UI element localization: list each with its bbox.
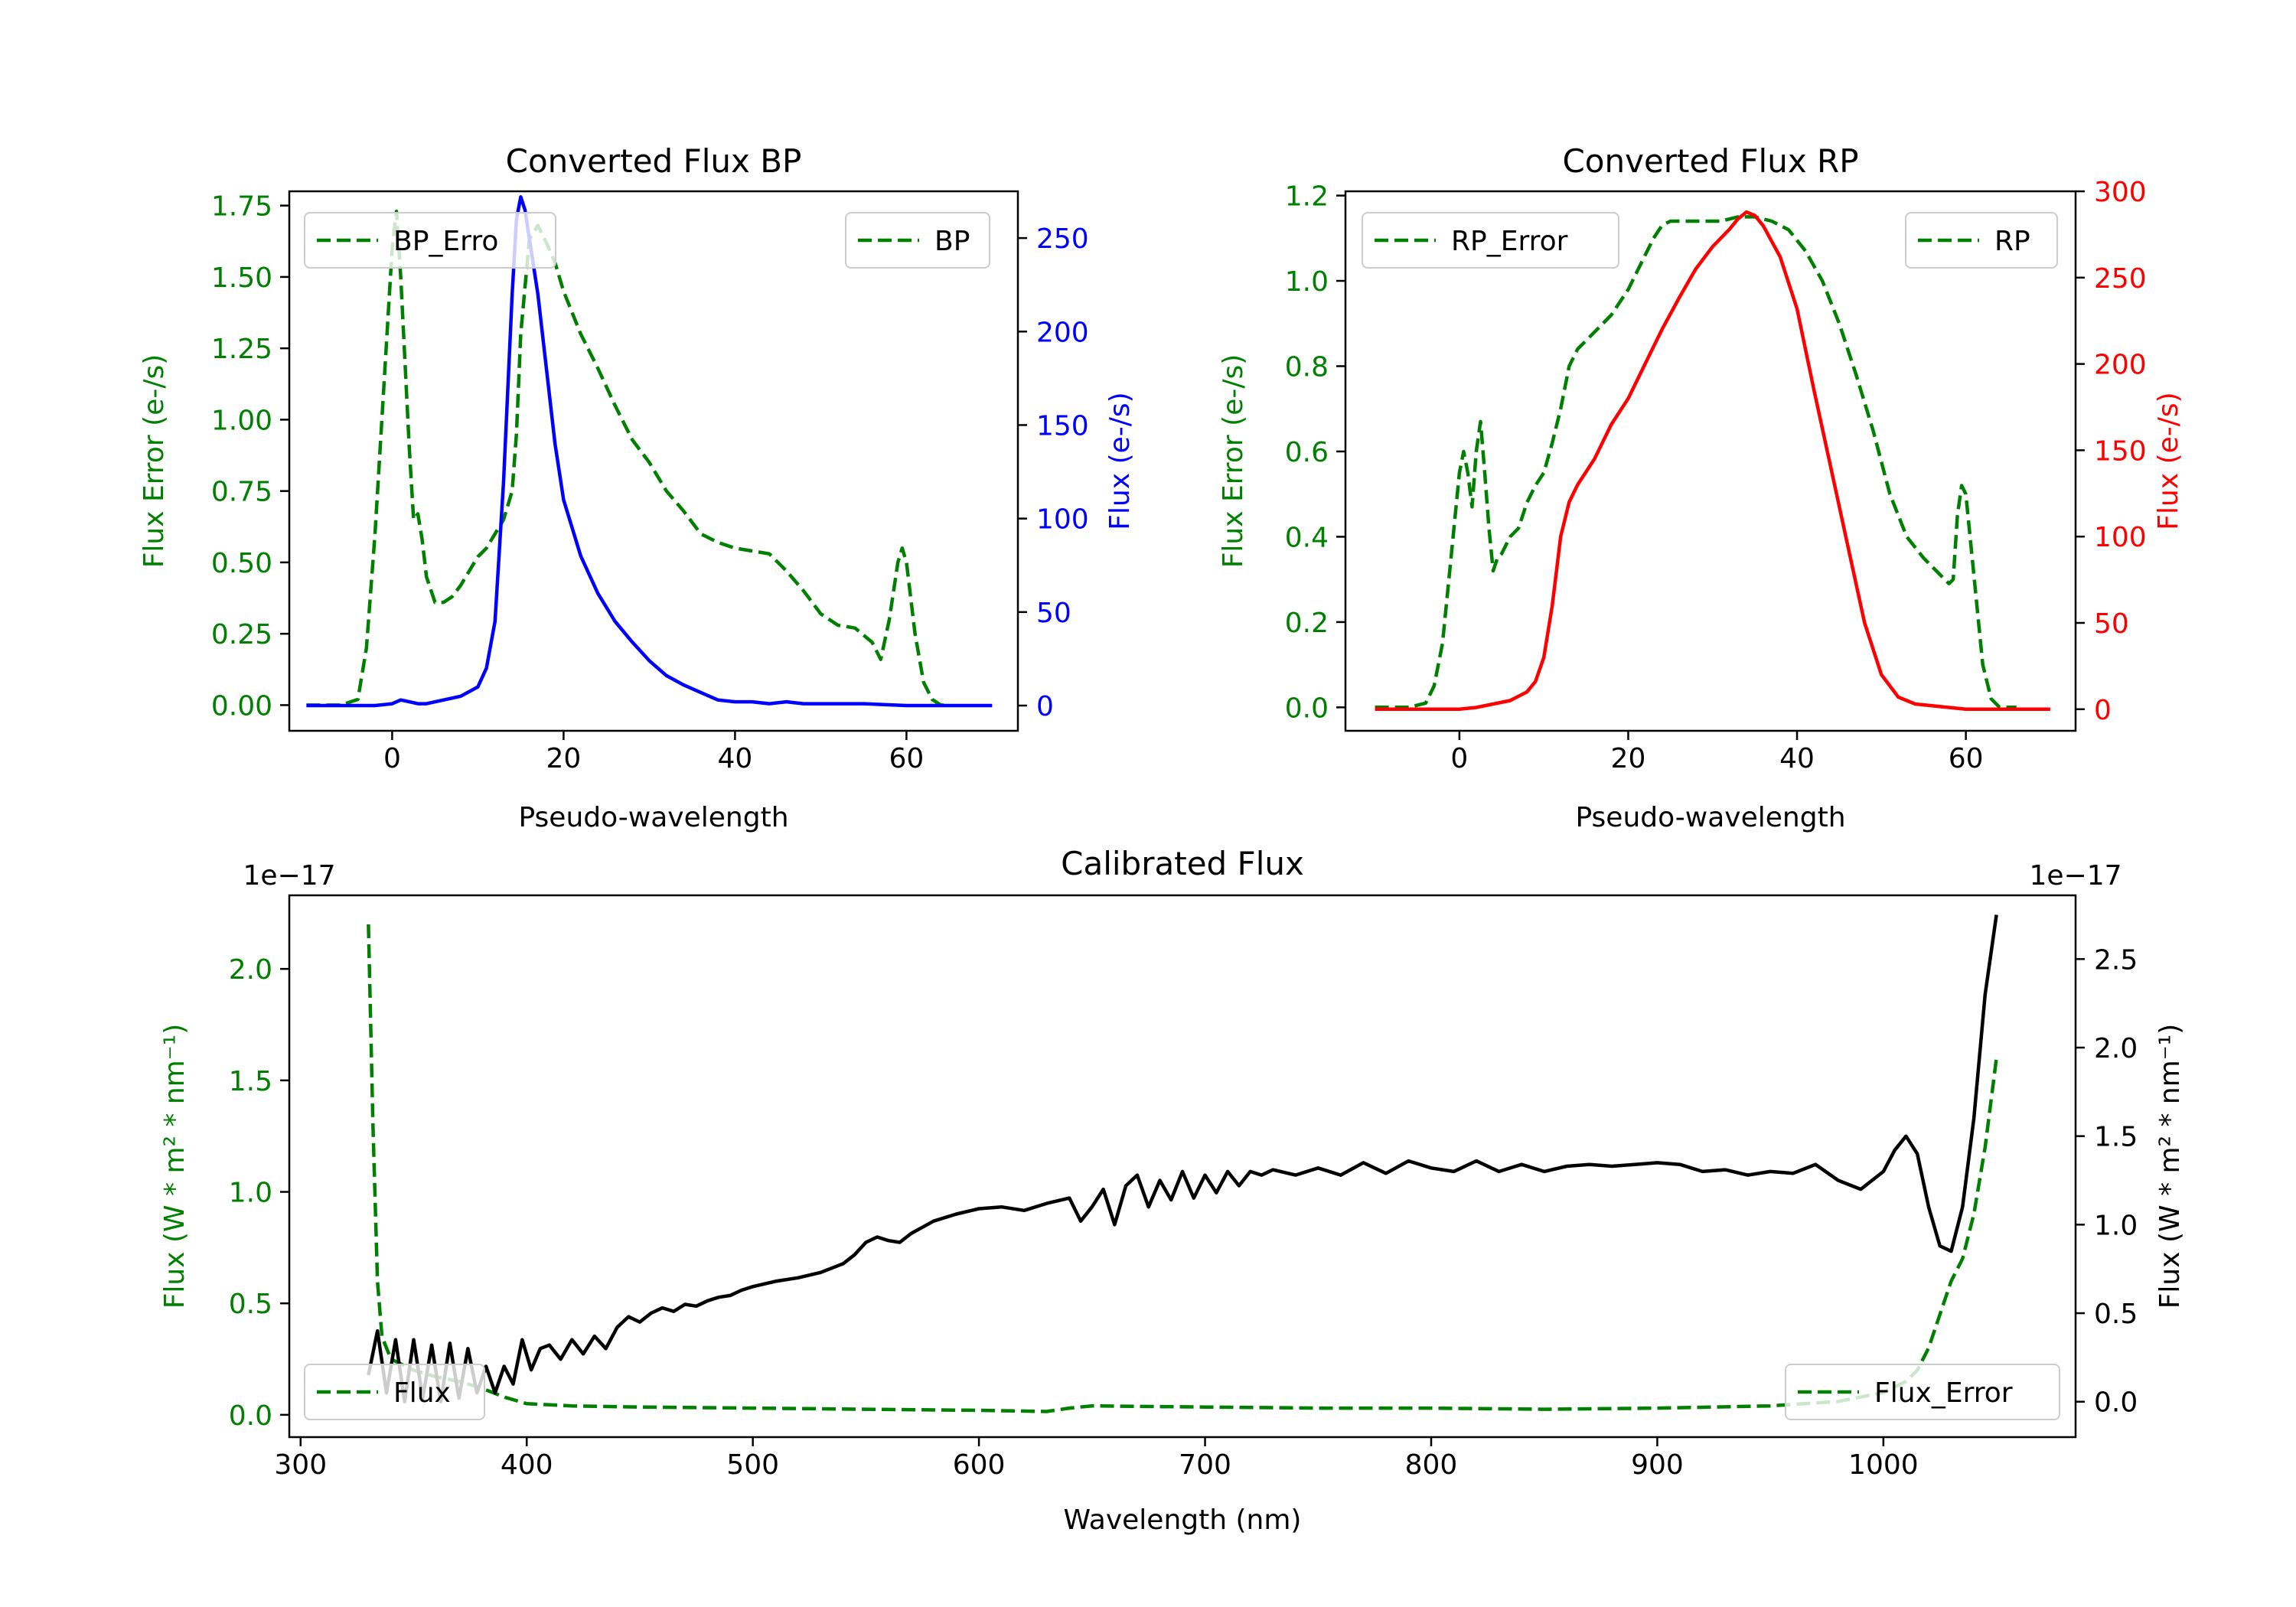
plot-frame: [288, 190, 1019, 732]
left-offset-label: 1e−17: [243, 860, 335, 892]
legend-left: BP_Erro: [304, 212, 556, 269]
right-tick-label: 0.0: [2094, 1387, 2138, 1419]
left-tick-label: 0.4: [1285, 522, 1329, 553]
legend-box: [304, 1364, 485, 1420]
legend-label: BP: [934, 226, 970, 257]
right-axis-label: Flux (e-/s): [1104, 392, 1136, 530]
plot-frame: [1344, 190, 2077, 732]
left-tick-label: 1.0: [1285, 266, 1329, 298]
x-tick-label: 500: [726, 1449, 779, 1481]
left-tick-label: 0.25: [211, 619, 272, 650]
legend-right: BP: [845, 212, 990, 269]
x-axis-label: Pseudo-wavelength: [518, 802, 788, 833]
right-tick-label: 2.0: [2094, 1033, 2138, 1064]
left-tick-label: 1.2: [1285, 181, 1329, 213]
right-tick-label: 0: [2094, 695, 2112, 726]
right-tick-label: 200: [1036, 317, 1089, 348]
right-tick-label: 50: [1036, 598, 1071, 629]
right-tick-label: 100: [1036, 504, 1089, 536]
left-tick-label: 0.00: [211, 690, 272, 722]
x-axis-label: Pseudo-wavelength: [1575, 802, 1845, 833]
legend-box: [304, 212, 556, 269]
left-tick-label: 1.5: [229, 1066, 272, 1097]
right-tick-label: 250: [1036, 223, 1089, 255]
left-tick-label: 0.2: [1285, 608, 1329, 639]
right-tick-label: 250: [2094, 263, 2147, 295]
legend-right: RP: [1905, 212, 2058, 269]
chart-title: Calibrated Flux: [1061, 845, 1304, 882]
left-tick-label: 1.0: [229, 1178, 272, 1209]
chart-title: Converted Flux BP: [506, 142, 802, 180]
left-tick-label: 0.0: [1285, 693, 1329, 724]
series-line-bp: [306, 195, 993, 708]
legend-box: [1785, 1364, 2060, 1420]
left-axis-label: Flux (W * m² * nm⁻¹): [159, 1024, 191, 1309]
right-tick-label: 200: [2094, 350, 2147, 381]
legend-label: RP_Error: [1451, 226, 1568, 257]
x-tick-label: 20: [546, 743, 581, 774]
x-tick-label: 1000: [1848, 1449, 1919, 1481]
left-tick-label: 1.75: [211, 191, 272, 223]
legend-left: Flux: [304, 1364, 485, 1420]
legend-label: Flux_Error: [1874, 1377, 2013, 1409]
series-line-rp-error: [1375, 215, 2017, 709]
right-axis-label: Flux (W * m² * nm⁻¹): [2154, 1024, 2186, 1309]
right-offset-label: 1e−17: [2029, 860, 2122, 892]
x-tick-label: 400: [501, 1449, 553, 1481]
legend-label: Flux: [393, 1377, 451, 1409]
left-tick-label: 2.0: [229, 954, 272, 986]
x-tick-label: 0: [1450, 743, 1468, 774]
x-tick-label: 0: [383, 743, 401, 774]
left-tick-label: 0.50: [211, 548, 272, 579]
x-tick-label: 40: [1779, 743, 1815, 774]
x-tick-label: 900: [1631, 1449, 1684, 1481]
right-tick-label: 150: [2094, 435, 2147, 467]
left-tick-label: 0.5: [229, 1289, 272, 1320]
right-tick-label: 0.5: [2094, 1299, 2138, 1330]
left-tick-label: 0.0: [229, 1400, 272, 1432]
left-tick-label: 1.50: [211, 262, 272, 294]
x-tick-label: 40: [717, 743, 752, 774]
legend-right: Flux_Error: [1785, 1364, 2060, 1420]
x-tick-label: 800: [1405, 1449, 1458, 1481]
x-tick-label: 60: [1949, 743, 1984, 774]
right-tick-label: 2.5: [2094, 944, 2138, 976]
x-tick-label: 60: [889, 743, 924, 774]
x-tick-label: 600: [953, 1449, 1006, 1481]
right-tick-label: 300: [2094, 177, 2147, 208]
chart-panel-3: Calibrated Flux 300 400 500 600 700 800 900 1000…: [159, 845, 2186, 1536]
legend-label: BP_Erro: [393, 226, 498, 257]
right-tick-label: 150: [1036, 410, 1089, 442]
chart-panel-2: Converted Flux RP 0 20 40 60 0.0 0.2 0.4 0.6 0.8 1…: [1218, 142, 2184, 833]
legend-box: [1362, 212, 1619, 269]
right-tick-label: 100: [2094, 522, 2147, 553]
legend-label: RP: [1994, 226, 2030, 257]
x-tick-label: 300: [274, 1449, 327, 1481]
series-line-rp: [1375, 210, 2050, 712]
right-tick-label: 1.0: [2094, 1210, 2138, 1241]
plot-frame: [288, 894, 2077, 1439]
x-tick-label: 700: [1179, 1449, 1231, 1481]
left-tick-label: 0.6: [1285, 437, 1329, 468]
left-tick-label: 0.8: [1285, 351, 1329, 383]
left-tick-label: 1.00: [211, 405, 272, 436]
chart-title: Converted Flux RP: [1562, 142, 1858, 180]
left-axis-label: Flux Error (e-/s): [139, 354, 170, 569]
series-line-flux: [367, 914, 1998, 1403]
right-axis-label: Flux (e-/s): [2153, 392, 2184, 530]
right-tick-label: 0: [1036, 691, 1054, 722]
x-tick-label: 20: [1611, 743, 1646, 774]
chart-panel-1: Converted Flux BP 0 20 40 60 0.00 0.25 0.50 0.75…: [139, 142, 1136, 833]
left-tick-label: 0.75: [211, 477, 272, 508]
left-tick-label: 1.25: [211, 334, 272, 365]
right-tick-label: 1.5: [2094, 1122, 2138, 1153]
left-axis-label: Flux Error (e-/s): [1218, 354, 1249, 569]
right-tick-label: 50: [2094, 608, 2129, 640]
legend-box: [1905, 212, 2058, 269]
legend-left: RP_Error: [1362, 212, 1619, 269]
x-axis-label: Wavelength (nm): [1064, 1504, 1302, 1536]
